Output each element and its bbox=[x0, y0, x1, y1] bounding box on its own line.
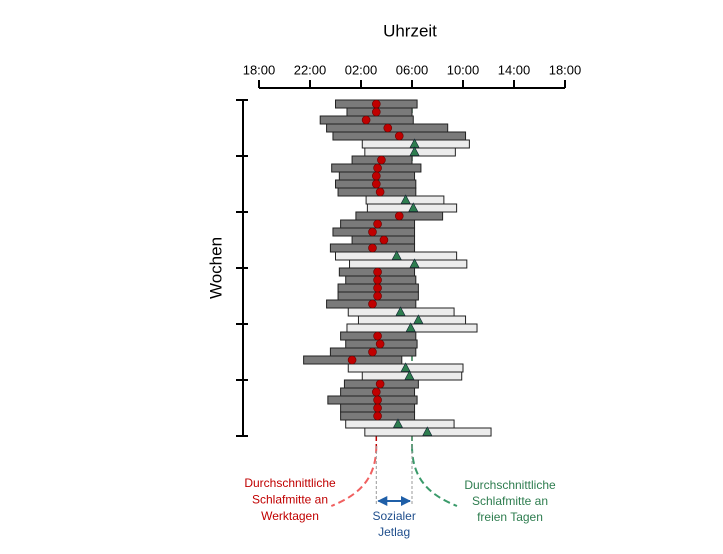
workday-midpoint bbox=[361, 115, 371, 125]
workday-midpoint bbox=[373, 275, 382, 285]
x-tick-label: 14:00 bbox=[498, 62, 531, 77]
free-day-bar bbox=[349, 259, 468, 269]
workday-midpoint bbox=[373, 403, 382, 413]
workday-midpoint bbox=[373, 163, 382, 173]
annotation: Sozialer bbox=[372, 509, 415, 523]
free-day-midpoint bbox=[400, 194, 411, 204]
workday-midpoint bbox=[368, 227, 377, 237]
x-tick-label: 18:00 bbox=[243, 62, 276, 77]
annotation: Durchschnittliche bbox=[244, 476, 336, 490]
free-day-midpoint bbox=[395, 306, 406, 316]
workday-midpoint bbox=[375, 379, 385, 389]
x-tick-label: 10:00 bbox=[447, 62, 480, 77]
free-day-midpoint bbox=[413, 314, 424, 324]
workday-midpoint bbox=[347, 355, 357, 365]
workday-midpoint bbox=[368, 299, 377, 309]
free-day-midpoint bbox=[408, 202, 419, 212]
workday-midpoint bbox=[373, 283, 382, 293]
workday-midpoint bbox=[371, 171, 381, 181]
workday-midpoint bbox=[383, 123, 393, 133]
workday-midpoint bbox=[371, 387, 381, 397]
workday-midpoint bbox=[373, 291, 382, 301]
y-axis-label: Wochen bbox=[206, 237, 225, 299]
free-day-midpoint bbox=[400, 362, 411, 372]
workday-midpoint bbox=[394, 131, 404, 141]
workday-midpoint bbox=[368, 347, 377, 357]
free-day-midpoint bbox=[404, 370, 415, 380]
workday-midpoint bbox=[371, 107, 381, 117]
annotation: Jetlag bbox=[378, 525, 410, 539]
free-day-midpoint bbox=[405, 322, 416, 332]
workday-midpoint bbox=[373, 411, 382, 421]
workday-midpoint bbox=[375, 187, 385, 197]
freeday-connector bbox=[411, 445, 458, 507]
workday-midpoint bbox=[375, 339, 385, 349]
workday-midpoint bbox=[394, 211, 404, 221]
free-day-midpoint bbox=[391, 250, 402, 260]
workday-midpoint bbox=[371, 99, 381, 109]
free-day-bar bbox=[357, 315, 467, 325]
free-day-midpoint bbox=[409, 258, 420, 268]
sleep-bars bbox=[303, 99, 492, 437]
workday-midpoint bbox=[368, 243, 377, 253]
workday-midpoint bbox=[373, 219, 382, 229]
workday-midpoint bbox=[377, 155, 386, 165]
free-day-midpoint bbox=[392, 418, 403, 428]
workday-bar bbox=[327, 395, 418, 405]
x-tick-label: 22:00 bbox=[294, 62, 327, 77]
annotation: Durchschnittliche bbox=[464, 478, 556, 492]
annotation: Schlafmitte an bbox=[252, 493, 328, 507]
annotation: freien Tagen bbox=[477, 510, 543, 524]
x-tick-label: 02:00 bbox=[345, 62, 378, 77]
x-tick-label: 06:00 bbox=[396, 62, 429, 77]
workday-midpoint bbox=[379, 235, 389, 245]
x-tick-label: 18:00 bbox=[549, 62, 582, 77]
workday-midpoint bbox=[371, 179, 381, 189]
workday-connector bbox=[330, 445, 378, 507]
free-day-midpoint bbox=[422, 426, 433, 436]
workday-midpoint bbox=[373, 395, 382, 405]
annotation: Werktagen bbox=[261, 509, 319, 523]
free-day-midpoint bbox=[409, 146, 420, 156]
chart-title: Uhrzeit bbox=[383, 21, 437, 40]
annotation: Schlafmitte an bbox=[472, 494, 548, 508]
workday-midpoint bbox=[373, 331, 382, 341]
workday-midpoint bbox=[373, 267, 382, 277]
